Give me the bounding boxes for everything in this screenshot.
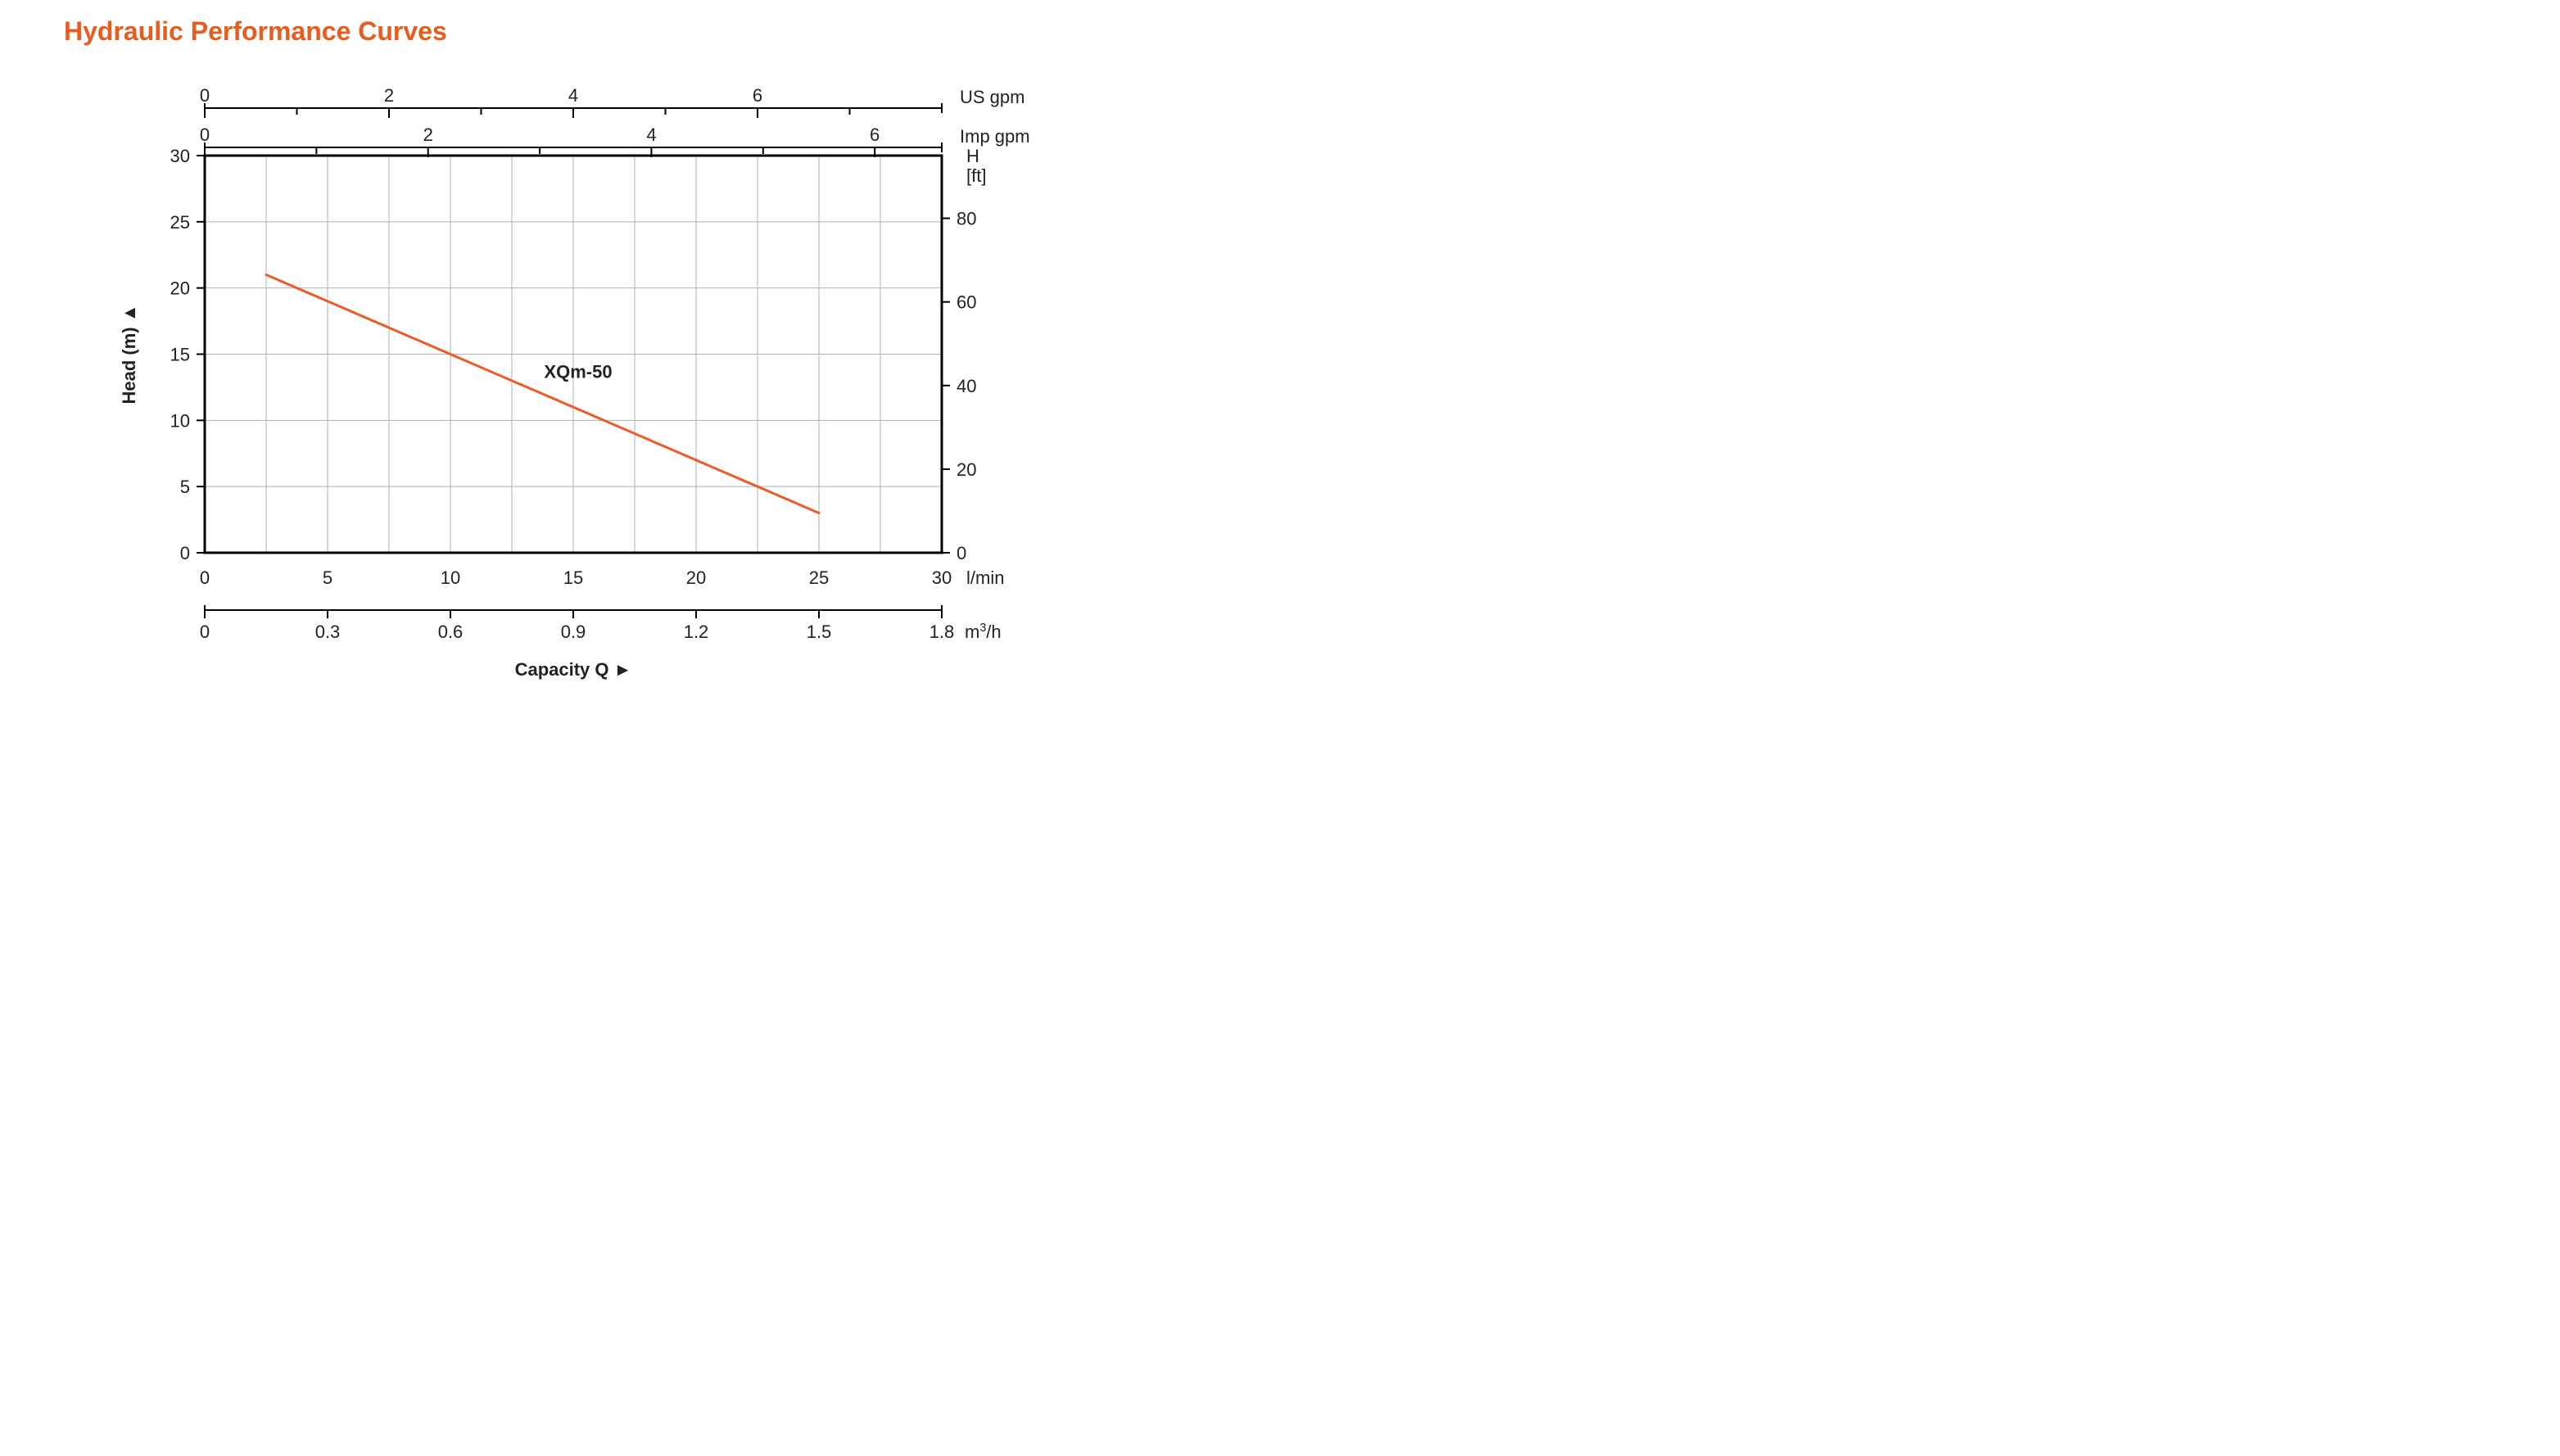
svg-text:XQm-50: XQm-50 <box>544 362 612 382</box>
svg-text:15: 15 <box>170 345 190 365</box>
svg-text:10: 10 <box>441 567 460 588</box>
svg-text:0: 0 <box>200 622 210 642</box>
svg-text:US gpm: US gpm <box>960 87 1024 107</box>
svg-text:20: 20 <box>686 567 706 588</box>
svg-text:6: 6 <box>870 124 880 145</box>
svg-text:80: 80 <box>957 209 976 229</box>
svg-text:0: 0 <box>200 85 210 106</box>
svg-text:Imp gpm: Imp gpm <box>960 126 1030 147</box>
svg-text:25: 25 <box>170 212 190 233</box>
svg-text:10: 10 <box>170 410 190 431</box>
svg-text:40: 40 <box>957 376 976 396</box>
svg-text:1.8: 1.8 <box>929 622 955 642</box>
svg-text:6: 6 <box>753 85 762 106</box>
svg-text:5: 5 <box>180 477 190 497</box>
svg-text:0: 0 <box>200 567 210 588</box>
svg-text:0: 0 <box>200 124 210 145</box>
svg-text:H[ft]: H[ft] <box>966 146 986 186</box>
svg-text:15: 15 <box>563 567 583 588</box>
chart-title: Hydraulic Performance Curves <box>64 16 447 47</box>
svg-text:20: 20 <box>170 278 190 299</box>
svg-text:Capacity Q ►: Capacity Q ► <box>515 659 632 680</box>
svg-text:5: 5 <box>323 567 332 588</box>
svg-text:l/min: l/min <box>966 567 1004 588</box>
svg-text:30: 30 <box>932 567 952 588</box>
svg-text:0: 0 <box>180 543 190 563</box>
svg-text:60: 60 <box>957 292 976 313</box>
svg-text:4: 4 <box>568 85 578 106</box>
svg-text:0: 0 <box>957 543 966 563</box>
svg-text:1.2: 1.2 <box>684 622 709 642</box>
performance-chart: 051015202530020406080H[ft]051015202530l/… <box>82 78 1130 700</box>
chart-container: 051015202530020406080H[ft]051015202530l/… <box>82 78 1130 700</box>
svg-text:2: 2 <box>423 124 433 145</box>
svg-text:2: 2 <box>384 85 394 106</box>
svg-text:20: 20 <box>957 459 976 480</box>
svg-text:0.9: 0.9 <box>561 622 586 642</box>
svg-text:Head (m) ▲: Head (m) ▲ <box>119 304 139 404</box>
svg-text:0.3: 0.3 <box>315 622 341 642</box>
svg-text:30: 30 <box>170 146 190 166</box>
svg-text:25: 25 <box>809 567 829 588</box>
svg-text:1.5: 1.5 <box>807 622 832 642</box>
svg-text:4: 4 <box>646 124 656 145</box>
page: Hydraulic Performance Curves 05101520253… <box>0 0 1280 728</box>
svg-text:0.6: 0.6 <box>438 622 464 642</box>
svg-text:m3/h: m3/h <box>965 622 1002 642</box>
